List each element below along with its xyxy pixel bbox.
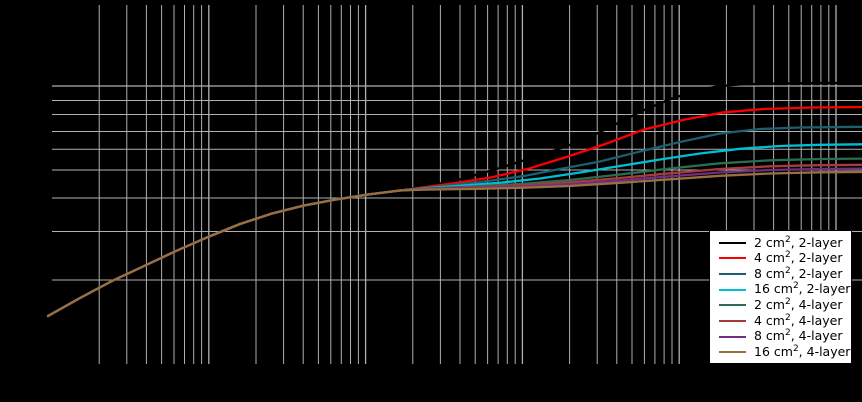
legend-line-swatch	[719, 241, 746, 244]
legend-item: 4 cm2, 4-layer	[719, 313, 843, 329]
legend-item: 2 cm2, 2-layer	[719, 235, 843, 251]
legend-item: 8 cm2, 4-layer	[719, 329, 843, 345]
legend-label: 16 cm2, 2-layer	[754, 281, 851, 297]
legend-line-swatch	[719, 273, 746, 276]
legend-label: 4 cm2, 2-layer	[754, 250, 843, 266]
series-line-16-cm-4-layer	[46, 170, 862, 318]
legend-line-swatch	[719, 257, 746, 260]
curve-series	[46, 81, 862, 318]
legend-label: 2 cm2, 4-layer	[754, 296, 843, 313]
legend-item: 16 cm2, 2-layer	[719, 282, 850, 298]
legend-line-swatch	[719, 319, 746, 322]
legend-line-swatch	[719, 304, 746, 307]
legend-box: 2 cm2, 2-layer 4 cm2, 2-layer 8 cm2, 2-lay…	[709, 230, 852, 364]
legend-line-swatch	[719, 288, 746, 291]
legend-label: 2 cm2, 2-layer	[754, 234, 843, 250]
legend-line-swatch	[719, 351, 746, 354]
legend-label: 16 cm2, 4-layer	[754, 343, 851, 359]
legend-item: 8 cm2, 2-layer	[719, 266, 843, 282]
legend-label: 8 cm2, 2-layer	[754, 265, 843, 281]
legend-label: 4 cm2, 4-layer	[754, 312, 843, 328]
legend-item: 16 cm2, 4-layer	[719, 344, 850, 360]
legend-line-swatch	[719, 335, 746, 338]
legend-label: 8 cm2, 4-layer	[754, 328, 843, 344]
legend-item: 4 cm2, 2-layer	[719, 251, 843, 267]
legend-item: 2 cm2, 4-layer	[719, 296, 843, 314]
